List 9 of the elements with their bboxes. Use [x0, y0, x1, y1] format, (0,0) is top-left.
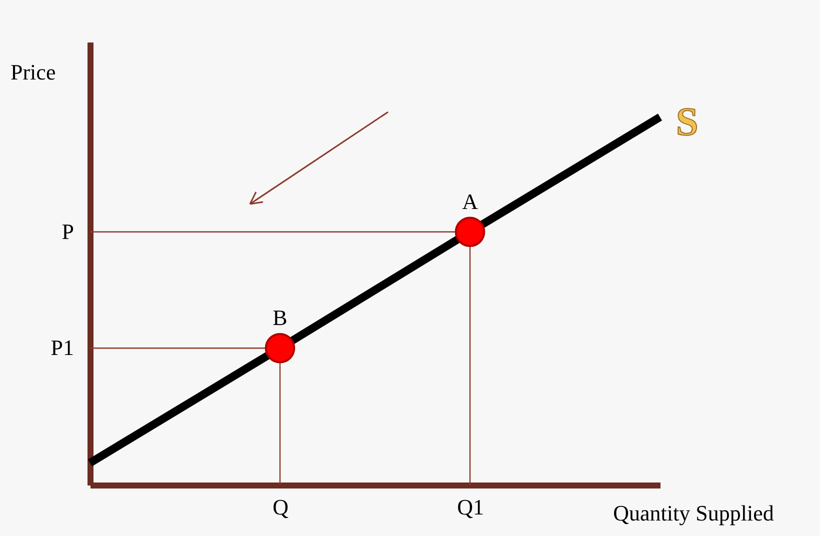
x-tick-label: Q	[272, 494, 289, 520]
annotation: A	[462, 188, 478, 214]
ref-line-label: P	[62, 218, 74, 244]
x-tick-label: Q1	[457, 494, 484, 520]
ref-line-label: P1	[50, 335, 74, 360]
series-label: S	[676, 99, 698, 144]
y-axis-title: Price	[10, 60, 56, 84]
x-axis-title: Quantity Supplied	[613, 500, 774, 526]
annotation: B	[272, 305, 288, 330]
